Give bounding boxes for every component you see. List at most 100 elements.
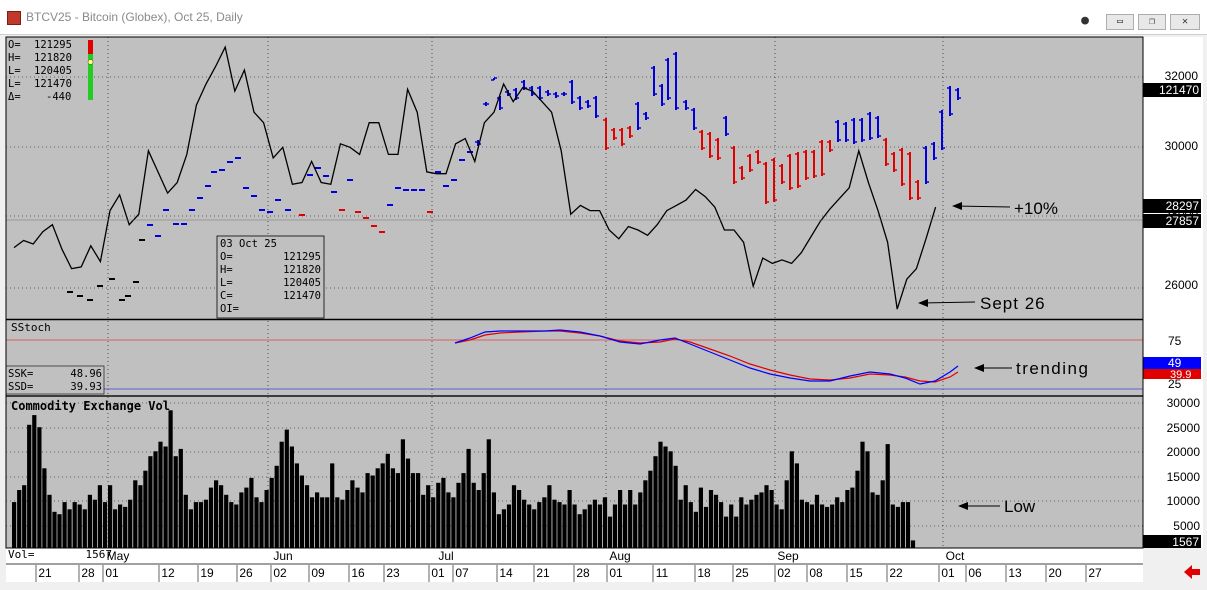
time-month-label: May bbox=[107, 549, 130, 563]
volume-bar bbox=[724, 516, 729, 548]
data-window: 03 Oct 25 O= 121295 H= 121820 L= 120405 … bbox=[216, 235, 325, 319]
ssk-value: 48.96 bbox=[70, 368, 102, 380]
scroll-arrow-icon[interactable] bbox=[1184, 565, 1200, 579]
time-tick-label: 22 bbox=[889, 566, 903, 580]
volume-bar bbox=[779, 509, 784, 548]
volume-bar bbox=[774, 504, 779, 548]
ssk-label: SSK= bbox=[8, 368, 33, 380]
volume-bar bbox=[42, 468, 47, 549]
volume-bar bbox=[729, 504, 734, 548]
volume-bar bbox=[537, 502, 542, 548]
volume-bar bbox=[345, 490, 350, 548]
close-button[interactable]: ✕ bbox=[1170, 14, 1200, 30]
restore-button[interactable]: ❐ bbox=[1138, 14, 1166, 30]
time-tick-label: 11 bbox=[656, 566, 669, 580]
dw-label-3: C= bbox=[220, 290, 233, 302]
volume-bar bbox=[451, 497, 456, 549]
price-marker-last bbox=[1143, 83, 1201, 97]
volume-bar bbox=[360, 492, 365, 548]
volume-bar bbox=[476, 490, 481, 548]
volume-bar bbox=[441, 477, 446, 548]
volume-bar bbox=[431, 497, 436, 549]
volume-bar bbox=[37, 427, 42, 548]
volume-bar bbox=[501, 509, 506, 548]
volume-bar bbox=[486, 439, 491, 549]
volume-bar bbox=[97, 485, 102, 548]
volume-bar bbox=[52, 511, 57, 549]
volume-bar bbox=[67, 509, 72, 548]
volume-bar bbox=[123, 506, 128, 548]
stoch-tick-75: 75 bbox=[1168, 334, 1182, 348]
price-tick-26000: 26000 bbox=[1165, 278, 1199, 292]
annotation-plus10: +10% bbox=[1014, 199, 1058, 218]
time-tick-label: 16 bbox=[351, 566, 365, 580]
ohlc-value-h: 121820 bbox=[34, 52, 72, 64]
volume-bar bbox=[466, 448, 471, 548]
volume-bar bbox=[128, 499, 133, 548]
volume-bar bbox=[910, 540, 916, 548]
volume-bar bbox=[77, 504, 82, 548]
volume-bar bbox=[698, 487, 703, 548]
volume-bar bbox=[577, 514, 582, 548]
volume-bar bbox=[133, 480, 138, 548]
volume-bar bbox=[335, 497, 340, 549]
minimize-button[interactable]: ▭ bbox=[1106, 14, 1134, 30]
volume-bar bbox=[789, 451, 794, 548]
vol-tick-10000: 10000 bbox=[1167, 494, 1201, 508]
record-icon[interactable]: ● bbox=[1081, 13, 1089, 28]
volume-bar bbox=[259, 502, 264, 548]
ohlc-label-l2: L= bbox=[8, 78, 21, 90]
dw-label-2: L= bbox=[220, 277, 233, 289]
range-bar-red bbox=[88, 40, 93, 54]
volume-bar bbox=[102, 502, 108, 548]
volume-bar bbox=[380, 463, 385, 548]
volume-bar bbox=[325, 497, 330, 549]
volume-bar bbox=[153, 451, 158, 548]
volume-bar bbox=[496, 514, 501, 548]
volume-bar bbox=[143, 470, 148, 548]
volume-bar bbox=[108, 485, 113, 548]
time-tick-label: 02 bbox=[777, 566, 791, 580]
volume-bar bbox=[628, 490, 633, 548]
time-tick-label: 01 bbox=[431, 566, 445, 580]
volume-bar bbox=[784, 480, 789, 548]
volume-bar bbox=[224, 494, 229, 548]
time-tick-label: 07 bbox=[455, 566, 469, 580]
volume-bar bbox=[734, 516, 739, 548]
time-axis-strip bbox=[6, 548, 1143, 582]
arrowhead-low bbox=[958, 502, 968, 510]
time-tick-label: 21 bbox=[536, 566, 550, 580]
dw-value-1: 121820 bbox=[283, 264, 321, 276]
arrowhead-plus10 bbox=[952, 202, 962, 210]
volume-bar bbox=[527, 504, 532, 548]
volume-bar bbox=[607, 516, 613, 548]
volume-bar bbox=[12, 502, 17, 548]
price-axis: 32000 30000 28000 26000 121470 28297 278… bbox=[1143, 69, 1201, 292]
time-tick-label: 23 bbox=[386, 566, 400, 580]
volume-bar bbox=[895, 506, 900, 548]
annotation-low: Low bbox=[1004, 497, 1036, 516]
volume-bar bbox=[375, 468, 380, 549]
vol-tick-20000: 20000 bbox=[1167, 445, 1201, 459]
volume-bar bbox=[436, 482, 441, 549]
axis-column bbox=[1143, 37, 1203, 548]
time-tick-label: 28 bbox=[576, 566, 590, 580]
volume-bar bbox=[456, 482, 461, 549]
time-tick-label: 01 bbox=[105, 566, 119, 580]
stoch-marker-ssk-text: 49 bbox=[1168, 356, 1182, 370]
volume-bar bbox=[62, 502, 67, 548]
volume-bar bbox=[173, 456, 178, 548]
volume-bar bbox=[138, 485, 143, 548]
volume-bar bbox=[113, 509, 118, 548]
volume-bar bbox=[532, 509, 537, 548]
volume-bar bbox=[749, 499, 754, 548]
ohlc-value-delta: -440 bbox=[46, 91, 71, 103]
dw-label-0: O= bbox=[220, 251, 233, 263]
volume-bar bbox=[511, 485, 517, 548]
volume-bar bbox=[421, 494, 426, 548]
data-window-box bbox=[216, 235, 325, 319]
volume-bar bbox=[744, 504, 749, 548]
volume-bar bbox=[597, 504, 602, 548]
app-icon bbox=[7, 11, 21, 25]
volume-bar bbox=[92, 499, 97, 548]
